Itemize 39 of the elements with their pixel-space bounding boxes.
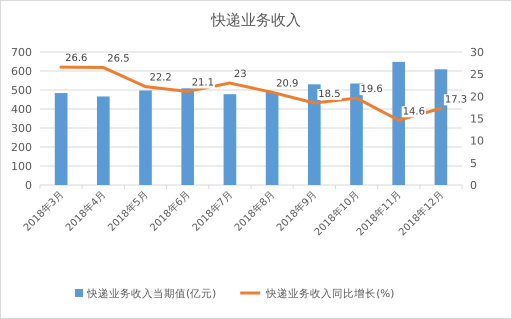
y-tick-label: 0 [25,179,32,192]
line-series [60,66,442,122]
data-label: 20.9 [276,78,298,90]
bar [181,88,194,185]
bar [266,92,278,185]
y-tick-label: 300 [11,122,32,135]
data-label: 17.3 [444,94,468,106]
data-label: 23 [234,69,247,80]
legend-label: 快递业务收入当期值(亿元) [86,287,216,300]
y2-tick-label: 5 [470,156,477,170]
bar [96,96,110,185]
bar [434,69,448,185]
legend-label: 快递业务收入同比增长(%) [265,287,394,300]
data-label: 21.1 [192,77,214,88]
y-tick-label: 500 [11,84,32,97]
y-tick-label: 400 [11,103,32,116]
y2-tick-label: 15 [470,112,484,126]
data-label: 26.5 [107,54,130,65]
data-label: 26.6 [65,53,88,64]
y-tick-label: 700 [11,46,32,59]
bar [392,62,406,185]
y2-tick-label: 10 [470,134,484,148]
y-tick-label: 600 [11,65,32,78]
y2-tick-label: 30 [470,46,484,59]
chart-title: 快递业务收入 [210,11,301,29]
data-label: 19.6 [360,84,383,96]
data-label: 18.5 [318,88,341,100]
y-tick-label: 100 [11,160,32,173]
bar [308,84,321,185]
data-label: 14.6 [402,106,425,118]
bar [54,93,68,185]
y2-tick-label: 0 [470,179,477,192]
y-tick-label: 200 [11,141,32,154]
data-label: 22.2 [150,72,172,84]
y2-tick-label: 25 [470,68,484,82]
bar [224,94,236,185]
y2-tick-label: 20 [470,90,484,104]
bar [139,90,152,185]
bar [350,84,363,185]
